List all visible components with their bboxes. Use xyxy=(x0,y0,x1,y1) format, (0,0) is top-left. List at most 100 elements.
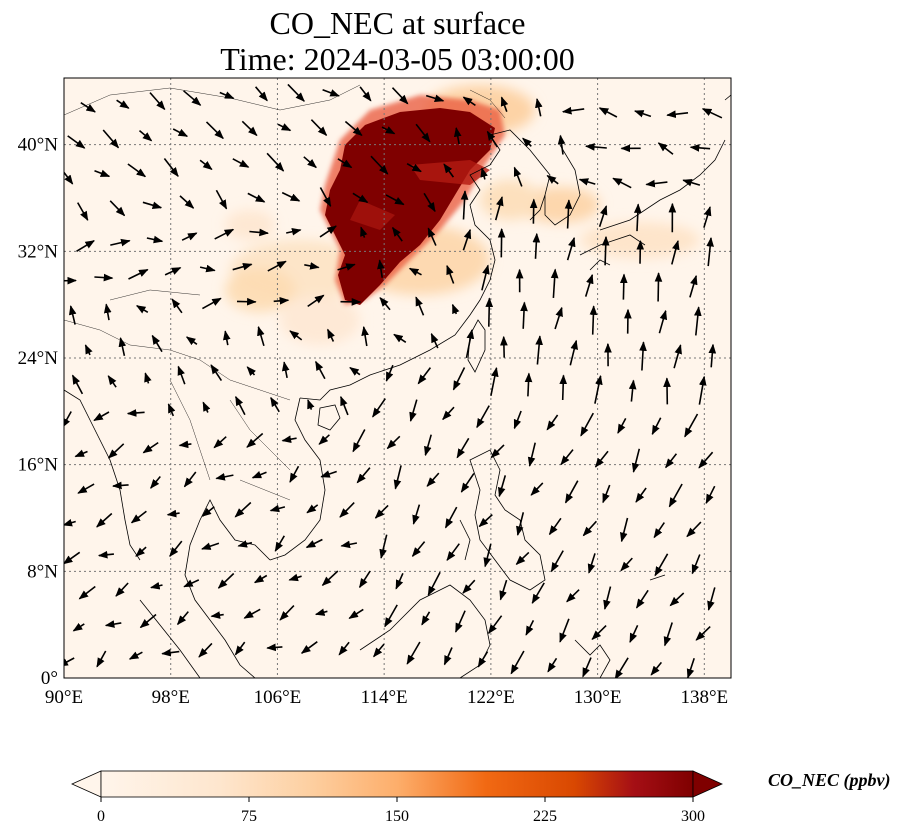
wind-arrow xyxy=(149,92,166,111)
wind-arrow xyxy=(112,481,129,490)
wind-arrow xyxy=(417,367,432,385)
wind-arrow xyxy=(485,297,494,327)
y-tick-label: 24°N xyxy=(18,348,59,369)
wind-arrow xyxy=(210,364,223,382)
wind-arrow xyxy=(381,126,396,135)
wind-arrow xyxy=(483,543,492,568)
wind-arrow xyxy=(201,506,215,517)
wind-arrow xyxy=(344,120,363,137)
wind-arrow xyxy=(205,121,224,140)
wind-arrow xyxy=(550,550,564,573)
map-title: CO_NEC at surface xyxy=(269,5,526,41)
wind-arrow xyxy=(666,110,689,119)
colorbar-tick-label: 300 xyxy=(681,808,705,825)
wind-arrow xyxy=(279,605,295,621)
wind-arrow xyxy=(166,509,180,518)
wind-arrow xyxy=(707,587,716,611)
wind-arrow xyxy=(527,442,536,467)
wind-arrow xyxy=(391,226,403,242)
wind-arrow xyxy=(68,305,77,325)
wind-arrow xyxy=(236,297,257,306)
wind-arrow xyxy=(201,542,220,550)
wind-arrow xyxy=(142,441,159,454)
wind-arrow xyxy=(669,592,685,607)
wind-arrow xyxy=(104,620,122,628)
wind-arrow xyxy=(645,179,668,188)
wind-arrow xyxy=(651,417,662,436)
wind-arrow xyxy=(144,372,152,384)
wind-arrow xyxy=(454,610,466,633)
wind-arrow xyxy=(631,448,641,473)
wind-arrow xyxy=(300,641,318,654)
wind-arrow xyxy=(384,604,398,628)
wind-arrow xyxy=(326,328,335,342)
wind-arrow xyxy=(650,661,663,676)
wind-arrow xyxy=(314,360,326,380)
wind-arrow xyxy=(490,366,499,396)
colorbar-gradient xyxy=(100,770,694,798)
wind-arrow xyxy=(361,325,369,347)
colorbar-extend-low xyxy=(71,770,102,798)
wind-arrow xyxy=(548,517,562,536)
wind-arrow xyxy=(444,506,458,529)
wind-arrow xyxy=(161,648,180,657)
wind-arrow xyxy=(620,557,633,572)
wind-arrow xyxy=(352,429,366,453)
wind-arrow xyxy=(379,296,391,311)
x-tick-label: 122°E xyxy=(467,687,515,708)
wind-arrow xyxy=(349,366,361,376)
wind-arrow xyxy=(254,86,268,102)
y-tick-label: 40°N xyxy=(18,135,59,156)
wind-arrow xyxy=(686,657,695,678)
wind-arrow xyxy=(689,144,711,152)
wind-arrow xyxy=(456,437,470,459)
wind-arrow xyxy=(306,504,319,514)
map-time-subtitle: Time: 2024-03-05 03:00:00 xyxy=(220,41,575,77)
wind-arrow xyxy=(67,135,86,149)
colorbar-label: CO_NEC (ppbv) xyxy=(768,770,891,790)
wind-arrow xyxy=(408,267,422,276)
wind-arrow xyxy=(94,273,114,282)
wind-arrow xyxy=(425,94,445,103)
wind-arrow xyxy=(241,120,258,137)
wind-arrow xyxy=(337,263,356,271)
wind-arrow xyxy=(701,108,723,119)
wind-arrow xyxy=(281,435,297,443)
wind-arrow xyxy=(243,608,261,619)
wind-arrow xyxy=(178,440,192,449)
wind-arrow xyxy=(412,504,421,525)
wind-arrow xyxy=(128,651,143,660)
co-plume-core xyxy=(325,108,495,305)
wind-arrow xyxy=(373,643,385,658)
wind-arrow xyxy=(202,401,211,413)
wind-arrow xyxy=(146,235,164,244)
wind-arrow xyxy=(115,582,129,597)
wind-arrow xyxy=(550,268,559,298)
y-tick-label: 32°N xyxy=(18,241,59,262)
wind-arrow xyxy=(633,110,652,118)
wind-arrow xyxy=(689,274,698,298)
wind-arrow xyxy=(415,296,425,316)
co-concentration-field xyxy=(225,85,700,345)
wind-arrow xyxy=(426,472,440,487)
colorbar-extend-high xyxy=(692,770,723,798)
wind-arrow xyxy=(442,406,455,421)
wind-arrow xyxy=(281,191,301,202)
wind-arrow xyxy=(406,163,422,173)
wind-arrow xyxy=(566,236,576,261)
wind-arrow xyxy=(460,190,469,220)
wind-arrow xyxy=(319,187,332,207)
wind-arrow xyxy=(430,332,439,349)
wind-arrow xyxy=(415,123,431,143)
wind-arrow xyxy=(395,572,404,590)
colorbar-tick-label: 150 xyxy=(385,808,409,825)
wind-arrow xyxy=(352,192,369,204)
wind-arrow xyxy=(246,366,256,376)
wind-arrow xyxy=(653,522,665,539)
wind-arrow xyxy=(602,484,611,504)
x-tick-label: 90°E xyxy=(45,687,83,708)
wind-arrow xyxy=(411,541,426,557)
wind-arrow xyxy=(478,514,493,528)
wind-arrow xyxy=(427,571,441,596)
wind-arrow xyxy=(172,128,189,138)
